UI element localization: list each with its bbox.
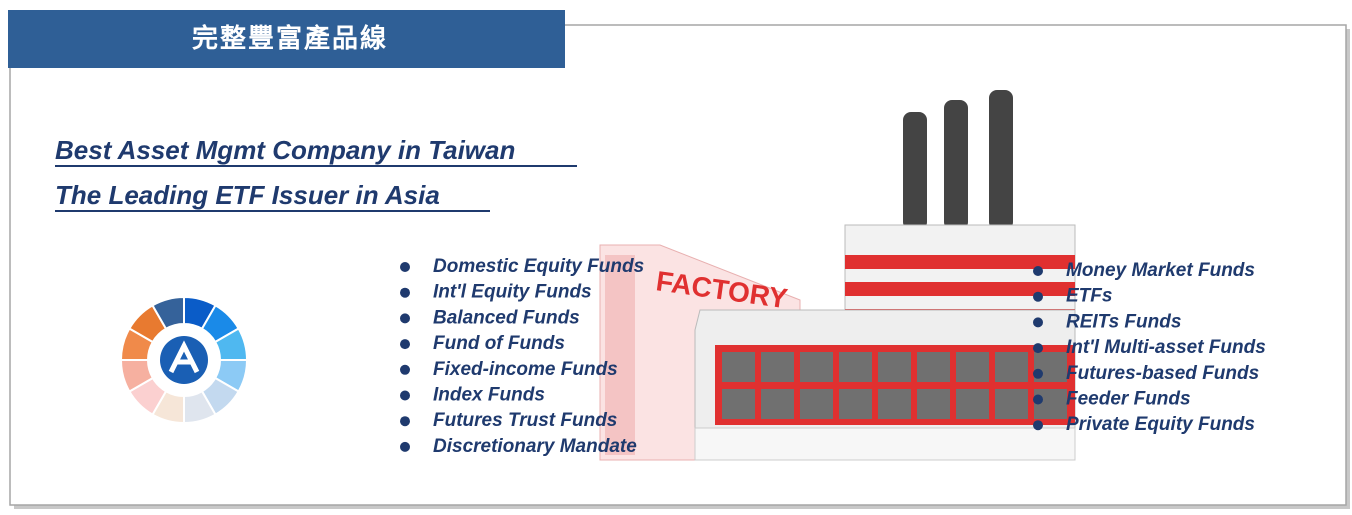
chimney bbox=[944, 100, 968, 230]
window bbox=[761, 352, 794, 382]
bullet bbox=[1033, 266, 1043, 276]
bullet bbox=[1033, 343, 1043, 354]
fund-lists: Domestic Equity Funds Int'l Equity Funds B… bbox=[400, 256, 1266, 457]
bullet bbox=[400, 364, 410, 375]
chimney bbox=[989, 90, 1013, 230]
fund-item: Int'l Multi-asset Funds bbox=[1066, 337, 1266, 358]
fund-item: Private Equity Funds bbox=[1066, 414, 1255, 435]
bullet bbox=[400, 390, 410, 401]
bullet bbox=[1033, 291, 1043, 302]
logo-icon bbox=[168, 340, 200, 374]
window bbox=[995, 352, 1028, 382]
base bbox=[694, 427, 1076, 461]
window bbox=[878, 352, 911, 382]
window bbox=[800, 389, 833, 419]
fund-item: Feeder Funds bbox=[1066, 389, 1191, 410]
fund-item: Balanced Funds bbox=[433, 307, 580, 328]
header-title: 完整豐富產品線 bbox=[192, 23, 388, 54]
factory-illustration: FACTORY bbox=[599, 90, 1076, 461]
fund-item: Index Funds bbox=[433, 385, 545, 406]
fund-item: Discretionary Mandate bbox=[433, 436, 637, 457]
window bbox=[722, 352, 755, 382]
stripe bbox=[845, 255, 1075, 269]
window bbox=[722, 389, 755, 419]
headline: The Leading ETF Issuer in Asia bbox=[55, 180, 440, 210]
window bbox=[995, 389, 1028, 419]
fund-item: Fund of Funds bbox=[433, 333, 565, 354]
bullet bbox=[1033, 317, 1043, 328]
wing-column bbox=[605, 255, 635, 455]
fund-item: Domestic Equity Funds bbox=[433, 256, 644, 277]
header-tab bbox=[8, 10, 565, 68]
bullet bbox=[400, 416, 410, 427]
window bbox=[956, 389, 989, 419]
headline: Best Asset Mgmt Company in Taiwan bbox=[55, 135, 515, 165]
window bbox=[878, 389, 911, 419]
logo-segment bbox=[151, 295, 185, 331]
fund-item: Futures Trust Funds bbox=[433, 410, 617, 431]
window bbox=[917, 389, 950, 419]
fund-item: ETFs bbox=[1066, 286, 1112, 307]
fund-item: Futures-based Funds bbox=[1066, 363, 1259, 384]
bullet bbox=[400, 313, 410, 324]
window bbox=[800, 352, 833, 382]
bullet bbox=[1033, 394, 1043, 405]
window bbox=[761, 389, 794, 419]
fund-item: Int'l Equity Funds bbox=[433, 282, 592, 303]
window bbox=[839, 352, 872, 382]
fund-item: Money Market Funds bbox=[1066, 260, 1255, 281]
bullet bbox=[1033, 420, 1043, 431]
bullet bbox=[1033, 368, 1043, 379]
logo bbox=[119, 295, 249, 425]
bullet bbox=[400, 441, 410, 452]
bullet bbox=[400, 339, 410, 350]
fund-item: REITs Funds bbox=[1066, 311, 1181, 332]
window bbox=[956, 352, 989, 382]
bullet bbox=[400, 287, 410, 298]
window bbox=[917, 352, 950, 382]
stripe bbox=[845, 282, 1075, 296]
fund-item: Fixed-income Funds bbox=[433, 359, 618, 380]
window bbox=[839, 389, 872, 419]
bullet bbox=[400, 262, 410, 272]
chimney bbox=[903, 112, 927, 230]
